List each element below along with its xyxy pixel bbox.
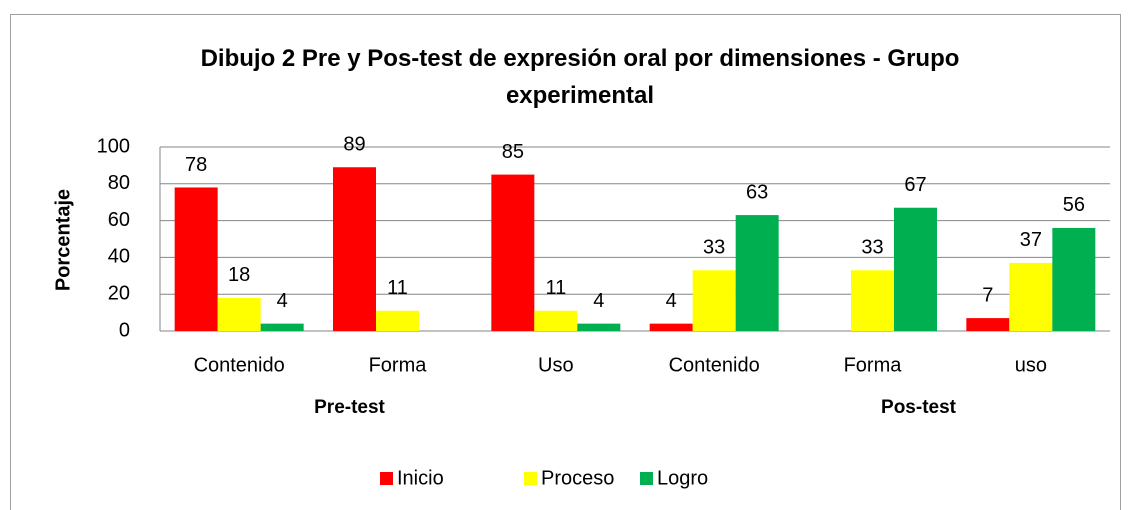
value-label: 67 [904, 174, 926, 196]
x-tick-label: uso [1015, 354, 1047, 376]
y-axis-label: Porcentaje [52, 189, 74, 291]
legend-label: Proceso [541, 467, 614, 489]
bar [649, 323, 693, 331]
bar [577, 323, 621, 331]
bar [851, 270, 894, 331]
value-label: 63 [746, 181, 768, 203]
value-label: 11 [387, 277, 408, 299]
legend-label: Inicio [397, 467, 444, 489]
group-label: Pre-test [314, 397, 385, 418]
bar [692, 270, 736, 331]
x-tick-label: Forma [369, 354, 428, 376]
chart-title: Dibujo 2 Pre y Pos-test de expresión ora… [200, 45, 960, 109]
value-label: 4 [593, 290, 604, 312]
value-label: 11 [545, 277, 566, 299]
value-label: 33 [861, 237, 883, 259]
legend-swatch [640, 472, 653, 485]
bar [534, 310, 578, 331]
y-tick-label: 100 [97, 135, 130, 157]
value-label: 4 [277, 290, 288, 312]
bar [966, 318, 1010, 331]
value-label: 78 [185, 154, 207, 176]
bar [491, 174, 535, 331]
x-tick-label: Forma [844, 354, 903, 376]
bar [217, 297, 261, 331]
value-label: 89 [343, 134, 365, 156]
group-label: Pos-test [881, 397, 957, 418]
bar [333, 167, 376, 331]
bar [1009, 262, 1053, 331]
chart-border [10, 14, 1121, 510]
y-tick-label: 0 [119, 319, 130, 341]
y-tick-label: 40 [108, 246, 130, 268]
bar [1052, 227, 1096, 331]
x-tick-label: Uso [538, 354, 574, 376]
value-label: 4 [666, 290, 677, 312]
x-tick-label: Contenido [194, 354, 285, 376]
y-tick-label: 60 [108, 209, 130, 231]
bar [260, 323, 304, 331]
value-label: 33 [703, 237, 725, 259]
y-tick-label: 20 [108, 282, 130, 304]
legend-swatch [524, 472, 537, 485]
value-label: 18 [228, 264, 250, 286]
legend-swatch [380, 472, 393, 485]
bar [735, 215, 779, 331]
value-label: 37 [1020, 229, 1042, 251]
value-label: 85 [502, 141, 524, 163]
y-tick-label: 80 [108, 172, 130, 194]
bar [894, 207, 937, 331]
legend-label: Logro [657, 467, 708, 489]
x-tick-label: Contenido [669, 354, 760, 376]
bar [174, 187, 218, 331]
bar [376, 310, 419, 331]
value-label: 7 [982, 284, 993, 306]
value-label: 56 [1063, 194, 1085, 216]
